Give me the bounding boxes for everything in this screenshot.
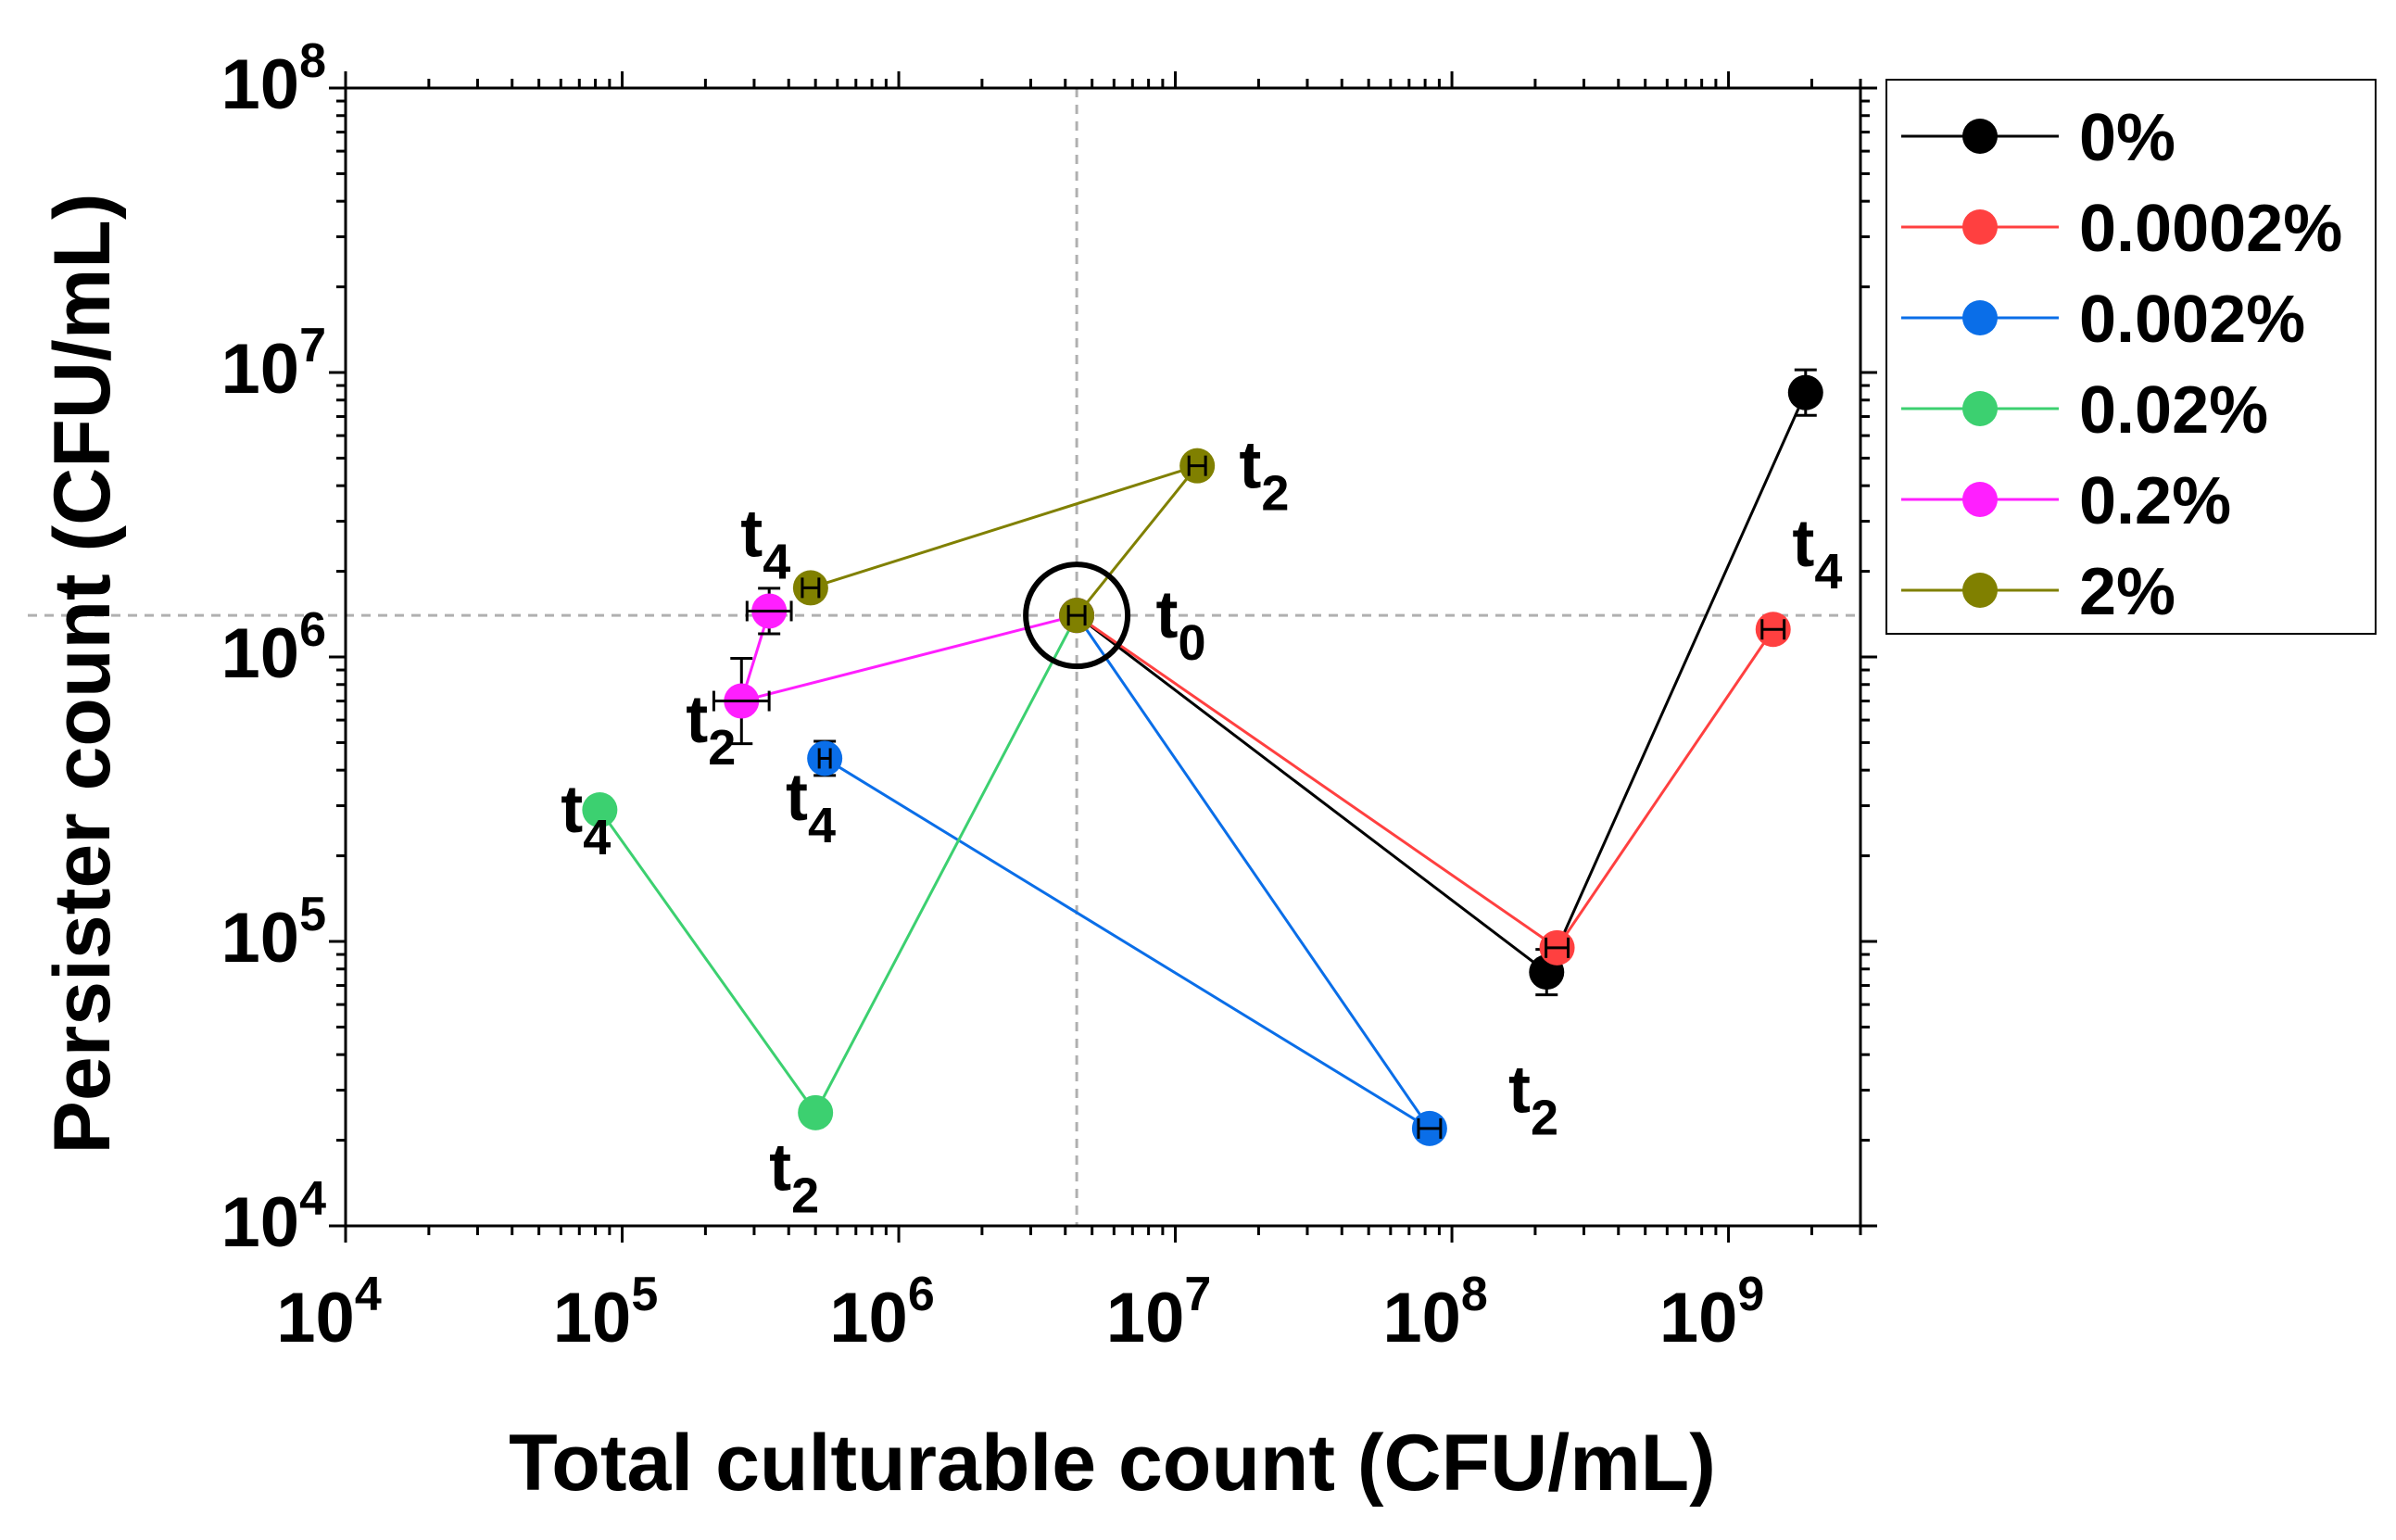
legend-label: 0.2% bbox=[2079, 464, 2231, 538]
legend-marker bbox=[1962, 209, 1998, 245]
legend-marker bbox=[1962, 573, 1998, 608]
series-layer bbox=[582, 368, 1823, 1146]
series-0.002% bbox=[807, 598, 1447, 1146]
legend-item: 0% bbox=[1901, 101, 2175, 175]
time-label: t4 bbox=[786, 761, 836, 853]
legend-label: 0.02% bbox=[2079, 373, 2268, 448]
data-point bbox=[582, 792, 618, 828]
y-tick-label: 108 bbox=[221, 34, 326, 124]
x-tick-label: 109 bbox=[1659, 1268, 1764, 1357]
y-axis-label: Persister count (CFU/mL) bbox=[38, 194, 127, 1155]
legend-item: 0.2% bbox=[1901, 464, 2231, 538]
axis-ticks: 104 105 106 107 108 109 104 105 106 107 108 bbox=[221, 34, 1877, 1357]
legend-label: 0% bbox=[2079, 101, 2175, 175]
time-label: t4 bbox=[740, 498, 790, 590]
series-2% bbox=[792, 448, 1216, 634]
time-label: t0 bbox=[1155, 578, 1205, 671]
x-axis-label: Total culturable count (CFU/mL) bbox=[509, 1419, 1716, 1508]
legend-label: 0.0002% bbox=[2079, 192, 2342, 266]
legend-marker bbox=[1962, 300, 1998, 335]
time-label: t2 bbox=[769, 1130, 819, 1223]
legend-item: 0.0002% bbox=[1901, 192, 2342, 266]
legend-item: 0.002% bbox=[1901, 283, 2305, 357]
legend-marker bbox=[1962, 482, 1998, 517]
legend-marker bbox=[1962, 119, 1998, 154]
time-label: t4 bbox=[561, 773, 611, 865]
time-label: t4 bbox=[1792, 507, 1842, 600]
time-label: t2 bbox=[1508, 1054, 1558, 1146]
series-0.2% bbox=[712, 587, 1095, 746]
t0-highlight-circle bbox=[1023, 562, 1131, 670]
legend-item: 0.02% bbox=[1901, 373, 2268, 448]
y-tick-label: 106 bbox=[221, 603, 326, 693]
time-label: t2 bbox=[686, 683, 736, 776]
series-line bbox=[824, 614, 1431, 1130]
series-0.0002% bbox=[1059, 598, 1791, 966]
legend: 0% 0.0002% 0.002% 0.02% 0.2% 2% bbox=[1885, 79, 2377, 635]
y-tick-label: 107 bbox=[221, 319, 326, 409]
annotations: t0 t2 t4 t2 t4 t4 t2 t2 t4 bbox=[561, 429, 1842, 1224]
x-tick-label: 104 bbox=[276, 1268, 382, 1357]
x-tick-label: 107 bbox=[1106, 1268, 1211, 1357]
data-point bbox=[798, 1094, 834, 1130]
legend-label: 0.002% bbox=[2079, 283, 2305, 357]
legend-marker bbox=[1962, 391, 1998, 426]
reference-lines bbox=[28, 88, 1862, 1226]
time-label: t2 bbox=[1239, 429, 1289, 522]
legend-label: 2% bbox=[2079, 555, 2175, 629]
x-tick-label: 108 bbox=[1382, 1268, 1487, 1357]
legend-item: 2% bbox=[1901, 555, 2175, 629]
series-line bbox=[599, 614, 1078, 1116]
series-line bbox=[810, 462, 1202, 617]
x-tick-label: 105 bbox=[553, 1268, 658, 1357]
y-tick-label: 104 bbox=[221, 1172, 327, 1262]
legend-box bbox=[1885, 79, 2377, 635]
y-tick-label: 105 bbox=[221, 888, 326, 978]
x-tick-label: 106 bbox=[829, 1268, 934, 1357]
